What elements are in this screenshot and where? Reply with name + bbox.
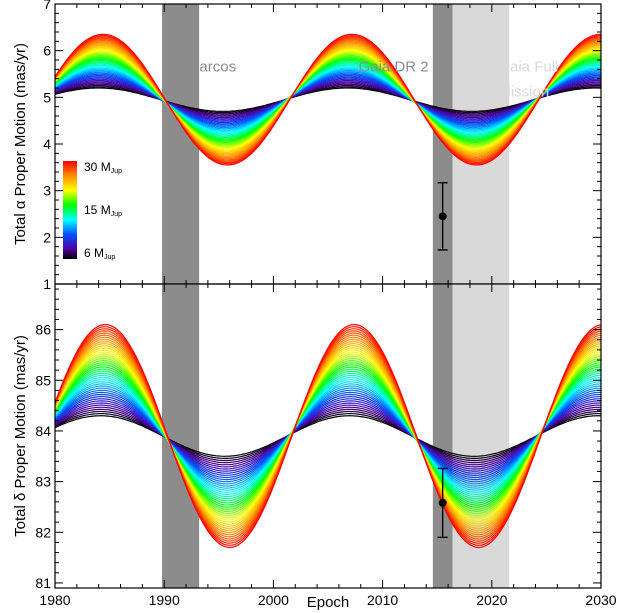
model-curve: [54, 398, 601, 474]
band-label: Gaia DR 2: [359, 59, 429, 76]
y-tick-label: 3: [43, 183, 51, 199]
model-curves: [54, 324, 602, 549]
x-tick-label: 2010: [367, 592, 398, 608]
model-curve: [54, 385, 601, 487]
model-curve: [54, 408, 601, 464]
y-tick-label: 84: [35, 423, 51, 439]
colorbar-label-value: 6: [84, 246, 91, 260]
y-axis-label-prefix: Total: [12, 213, 29, 245]
colorbar-label-unit: M: [94, 246, 104, 260]
band-label: Mission: [498, 83, 549, 100]
y-tick-label: 81: [35, 575, 51, 591]
colorbar-label: 30 MJup: [84, 160, 122, 175]
model-curve: [54, 412, 602, 459]
colorbar-label-value: 15: [84, 203, 98, 217]
model-curve: [54, 400, 601, 472]
colorbar-label-unit: M: [101, 203, 111, 217]
model-curve: [54, 370, 602, 502]
y-tick-label: 85: [35, 372, 51, 388]
mass-colorbar: [63, 161, 77, 259]
y-axis-label-symbol: δ: [12, 493, 29, 501]
model-curve: [54, 383, 602, 489]
y-tick-label: 7: [43, 0, 51, 12]
band-label: Hipparcos: [169, 59, 237, 76]
band-hipparcos: [162, 4, 200, 284]
model-curve: [54, 33, 602, 166]
plot-frame: [54, 283, 602, 589]
colorbar-label-sub: Jup: [104, 254, 115, 261]
x-axis-label: Epoch: [307, 594, 350, 611]
model-curve: [54, 379, 602, 493]
model-curve: [54, 402, 601, 470]
model-curve: [54, 377, 601, 496]
model-curves: [54, 33, 602, 166]
colorbar-label-sub: Jup: [111, 168, 122, 175]
y-tick-label: 82: [35, 524, 51, 540]
y-axis-label-suffix: Proper Motion (mas/yr): [12, 43, 29, 196]
y-axis-label-suffix: Proper Motion (mas/yr): [12, 335, 29, 488]
colorbar-label: 6 MJup: [84, 246, 115, 261]
band-hipparcos: [162, 284, 200, 588]
y-tick-label: 2: [43, 229, 51, 245]
band-gaia-dr-2: [432, 4, 453, 284]
y-axis-label-prefix: Total: [12, 505, 29, 537]
model-curve: [54, 406, 601, 466]
model-curve: [54, 389, 601, 483]
x-tick-label: 2000: [258, 592, 289, 608]
model-curve: [54, 368, 602, 504]
model-curve: [54, 372, 602, 500]
model-curve: [54, 410, 601, 462]
measurement-point: [438, 212, 447, 221]
y-axis-label: Total α Proper Motion (mas/yr): [12, 43, 29, 245]
y-tick-label: 83: [35, 474, 51, 490]
model-curve: [54, 393, 602, 479]
y-tick-label: 5: [43, 89, 51, 105]
model-curve: [54, 395, 601, 477]
model-curve: [54, 415, 602, 457]
model-curve: [54, 391, 601, 481]
model-curve: [54, 404, 602, 468]
measurement-point: [438, 498, 447, 507]
band-label: Gaia Full: [498, 59, 558, 76]
model-curve: [54, 381, 602, 491]
alpha-proper-motion-panel: 1 2 3 4 5 6 7 Total α Proper Motion (mas/yr) Hip…: [12, 0, 602, 292]
x-tick-label: 1990: [149, 592, 180, 608]
colorbar-label-unit: M: [101, 160, 111, 174]
model-curve: [54, 364, 602, 508]
model-curve: [54, 374, 602, 498]
model-curve: [54, 387, 601, 485]
colorbar-label-sub: Jup: [111, 211, 122, 218]
model-curve: [54, 324, 602, 549]
y-tick-label: 86: [35, 322, 51, 338]
y-axis-label-symbol: α: [12, 200, 29, 209]
x-tick-label: 2030: [585, 592, 616, 608]
colorbar-label-value: 30: [84, 160, 98, 174]
band-gaia-dr-2: [432, 284, 453, 588]
colorbar-label: 15 MJup: [84, 203, 122, 218]
y-axis-label: Total δ Proper Motion (mas/yr): [12, 335, 29, 537]
x-tick-label: 2020: [476, 592, 507, 608]
y-tick-label: 6: [43, 43, 51, 59]
model-curve: [54, 366, 602, 506]
y-tick-label: 1: [43, 276, 51, 292]
y-tick-label: 4: [43, 136, 51, 152]
x-tick-label: 1980: [39, 592, 70, 608]
delta-proper-motion-panel: 81 82 83 84 85 86 1980 1990 2000 2010 2020 2030 Tota…: [12, 283, 617, 611]
